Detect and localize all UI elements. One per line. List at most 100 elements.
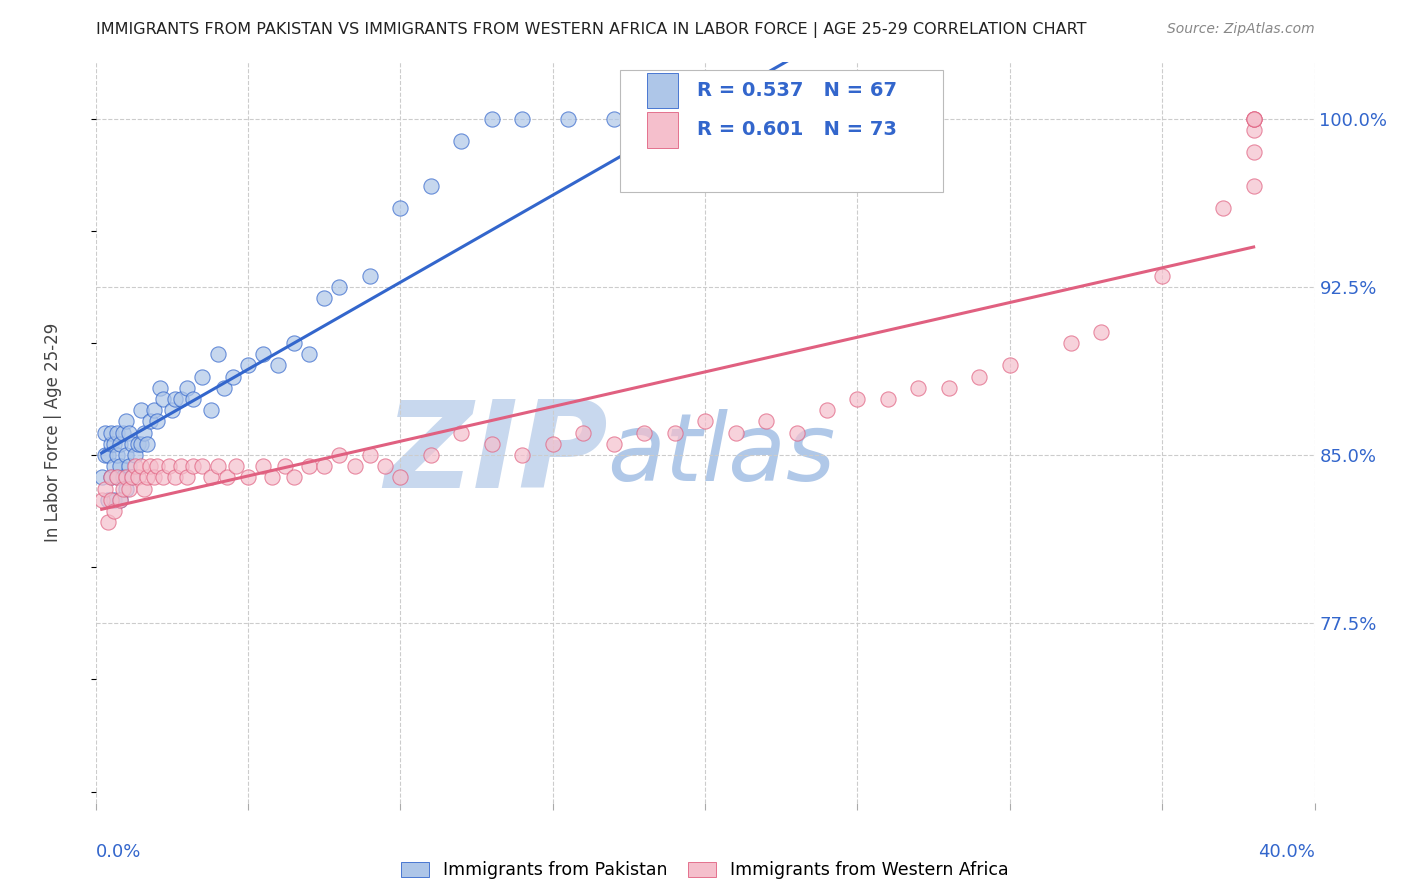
- Point: [160, 403, 183, 417]
- Point: [664, 112, 686, 126]
- Point: [1152, 268, 1174, 283]
- Point: [105, 470, 128, 484]
- Point: [314, 291, 336, 305]
- Point: [877, 392, 900, 406]
- Point: [602, 437, 624, 451]
- Point: [103, 459, 125, 474]
- Text: atlas: atlas: [607, 409, 835, 500]
- Point: [124, 448, 146, 462]
- Point: [1243, 178, 1265, 193]
- Point: [90, 470, 112, 484]
- Point: [127, 470, 149, 484]
- Point: [359, 268, 381, 283]
- Legend: Immigrants from Pakistan, Immigrants from Western Africa: Immigrants from Pakistan, Immigrants fro…: [402, 862, 1008, 880]
- Point: [343, 459, 366, 474]
- Point: [170, 459, 193, 474]
- Point: [112, 470, 135, 484]
- Point: [121, 470, 143, 484]
- Point: [541, 437, 564, 451]
- Text: R = 0.601   N = 73: R = 0.601 N = 73: [696, 120, 897, 139]
- Point: [252, 347, 274, 361]
- Point: [163, 470, 186, 484]
- Point: [1243, 112, 1265, 126]
- Point: [1060, 335, 1083, 350]
- Point: [115, 482, 138, 496]
- Point: [207, 459, 229, 474]
- Point: [236, 359, 259, 373]
- Point: [481, 437, 503, 451]
- Point: [157, 459, 180, 474]
- Point: [108, 492, 131, 507]
- Point: [815, 403, 838, 417]
- Point: [298, 347, 321, 361]
- Text: R = 0.537   N = 67: R = 0.537 N = 67: [696, 81, 897, 100]
- Point: [1243, 122, 1265, 136]
- Point: [419, 448, 441, 462]
- Point: [846, 392, 869, 406]
- Point: [142, 470, 165, 484]
- Point: [115, 414, 138, 428]
- Point: [176, 381, 198, 395]
- Point: [112, 425, 135, 440]
- Point: [105, 470, 128, 484]
- Point: [103, 492, 125, 507]
- Point: [314, 459, 336, 474]
- Point: [94, 425, 117, 440]
- Point: [695, 414, 717, 428]
- Point: [252, 459, 274, 474]
- Point: [108, 492, 131, 507]
- Point: [907, 112, 929, 126]
- Text: Source: ZipAtlas.com: Source: ZipAtlas.com: [1167, 22, 1315, 37]
- Point: [328, 448, 350, 462]
- Point: [97, 492, 120, 507]
- Point: [121, 437, 143, 451]
- Point: [100, 425, 122, 440]
- Point: [481, 112, 503, 126]
- Point: [112, 482, 135, 496]
- Point: [94, 448, 117, 462]
- Point: [149, 381, 172, 395]
- Point: [510, 112, 533, 126]
- Point: [389, 470, 412, 484]
- Text: 40.0%: 40.0%: [1258, 843, 1315, 861]
- Point: [283, 470, 305, 484]
- Point: [724, 112, 747, 126]
- Point: [127, 437, 149, 451]
- Point: [136, 470, 159, 484]
- Point: [100, 492, 122, 507]
- Point: [1212, 201, 1234, 215]
- Point: [103, 504, 125, 518]
- Point: [557, 112, 579, 126]
- Point: [267, 359, 290, 373]
- Point: [134, 482, 156, 496]
- Text: In Labor Force | Age 25-29: In Labor Force | Age 25-29: [44, 323, 62, 542]
- Point: [1243, 112, 1265, 126]
- Point: [298, 459, 321, 474]
- Point: [207, 347, 229, 361]
- Point: [236, 470, 259, 484]
- Point: [100, 437, 122, 451]
- Point: [115, 470, 138, 484]
- Point: [1243, 145, 1265, 160]
- Point: [131, 459, 153, 474]
- Point: [105, 425, 128, 440]
- Point: [181, 392, 204, 406]
- Point: [938, 381, 960, 395]
- Point: [181, 459, 204, 474]
- Point: [97, 516, 120, 530]
- Point: [225, 459, 247, 474]
- Point: [215, 470, 238, 484]
- FancyBboxPatch shape: [620, 70, 943, 192]
- Point: [969, 369, 991, 384]
- Point: [602, 112, 624, 126]
- Point: [1090, 325, 1112, 339]
- Point: [170, 392, 193, 406]
- Text: IMMIGRANTS FROM PAKISTAN VS IMMIGRANTS FROM WESTERN AFRICA IN LABOR FORCE | AGE : IMMIGRANTS FROM PAKISTAN VS IMMIGRANTS F…: [96, 22, 1085, 38]
- Point: [200, 470, 222, 484]
- Point: [118, 459, 141, 474]
- FancyBboxPatch shape: [647, 73, 678, 108]
- Point: [163, 392, 186, 406]
- Point: [152, 392, 174, 406]
- Point: [222, 369, 245, 384]
- Point: [359, 448, 381, 462]
